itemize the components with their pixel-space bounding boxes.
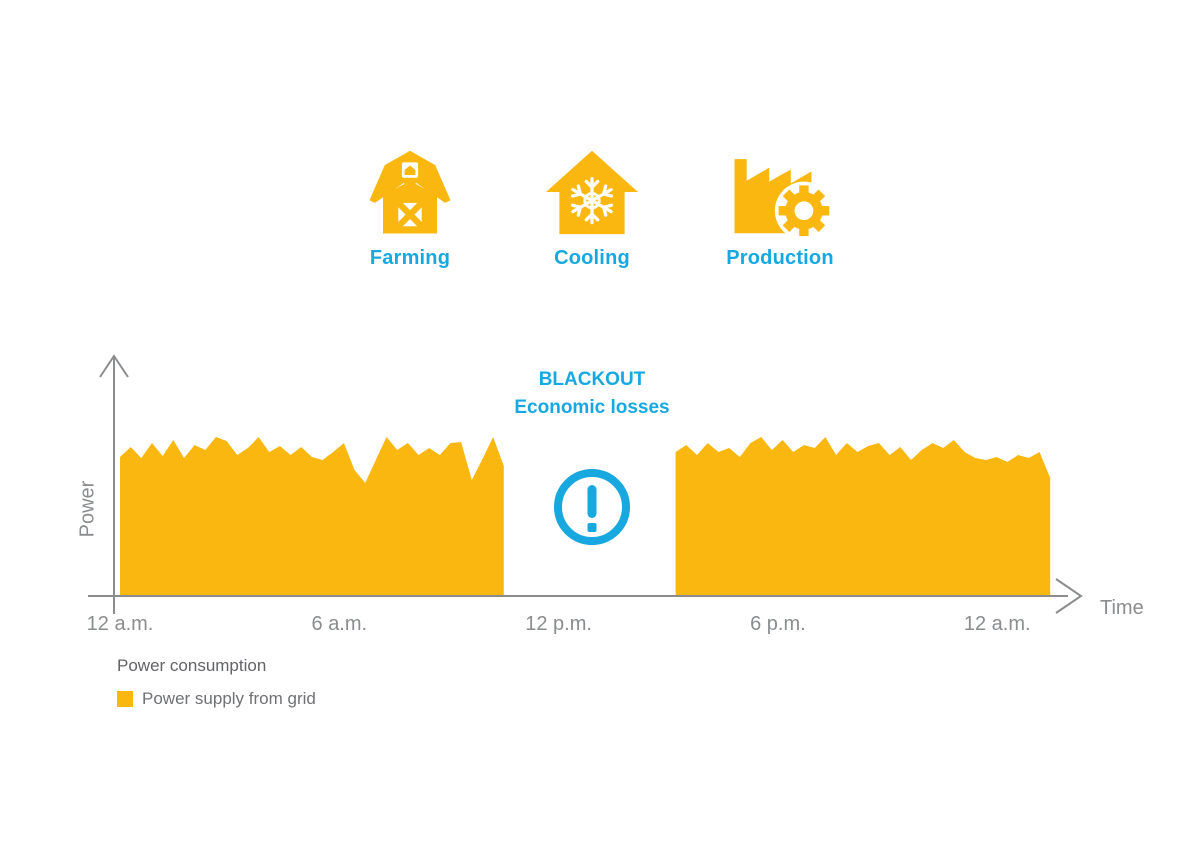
- snowflake-glyph: [570, 176, 614, 225]
- sector-label-production: Production: [726, 247, 834, 269]
- gear-glyph: [778, 185, 830, 237]
- exclamation-circle-icon: [550, 465, 634, 549]
- blackout-title: BLACKOUT: [538, 369, 646, 390]
- chart-legend: Power consumption Power supply from grid: [117, 656, 316, 709]
- x-tick-12am-end: 12 a.m.: [963, 613, 1031, 635]
- snowflake-house-icon: [546, 150, 638, 235]
- legend-item-grid-supply: Power supply from grid: [117, 689, 316, 709]
- y-axis-arrowhead-icon: [99, 354, 129, 378]
- x-tick-12am-start: 12 a.m.: [86, 613, 154, 635]
- power-supply-area-segment: [675, 437, 1051, 596]
- blackout-subtitle: Economic losses: [514, 397, 670, 418]
- sector-cooling: Cooling: [507, 146, 677, 270]
- x-axis-label: Time: [1100, 597, 1144, 619]
- x-tick-6pm: 6 p.m.: [750, 613, 806, 635]
- y-axis-label: Power: [76, 480, 99, 538]
- farming-icon-box: [325, 146, 495, 238]
- x-tick-6am: 6 a.m.: [311, 613, 368, 635]
- sector-farming: Farming: [325, 146, 495, 270]
- legend-title: Power consumption: [117, 656, 267, 675]
- x-tick-12pm: 12 p.m.: [525, 613, 592, 635]
- legend-swatch: [117, 691, 133, 707]
- x-axis-arrowhead-icon: [1055, 578, 1083, 614]
- legend-item-label: Power supply from grid: [142, 689, 316, 708]
- sector-label-farming: Farming: [369, 247, 451, 269]
- sector-production: Production: [695, 146, 865, 270]
- barn-icon: [369, 150, 451, 234]
- blackout-annotation: BLACKOUT Economic losses: [442, 366, 742, 422]
- factory-gear-icon: [734, 159, 833, 238]
- production-icon-box: [695, 146, 865, 238]
- cooling-icon-box: [507, 146, 677, 238]
- sector-label-cooling: Cooling: [554, 247, 630, 269]
- power-supply-area-segment: [120, 437, 504, 596]
